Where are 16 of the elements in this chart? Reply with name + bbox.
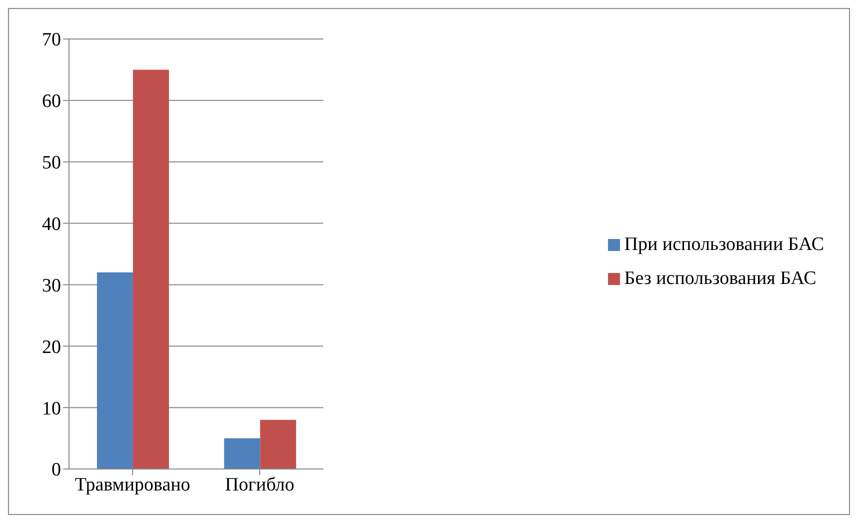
bar bbox=[260, 420, 296, 469]
x-tick-label: Погибло bbox=[225, 474, 294, 496]
y-tick-label: 50 bbox=[42, 152, 61, 174]
y-tick-label: 10 bbox=[42, 398, 61, 420]
y-tick-label: 60 bbox=[42, 91, 61, 112]
y-tick-label: 0 bbox=[52, 460, 61, 481]
y-tick-label: 20 bbox=[42, 336, 61, 358]
bar bbox=[132, 70, 169, 469]
legend-label: Без использования БАС bbox=[624, 268, 816, 288]
legend-label: При использовании БАС bbox=[624, 234, 824, 254]
y-tick-label: 30 bbox=[42, 275, 61, 296]
bar bbox=[96, 272, 133, 469]
y-tick-label: 40 bbox=[42, 214, 61, 236]
bar bbox=[224, 438, 260, 469]
y-tick-label: 70 bbox=[42, 30, 61, 51]
x-tick-label: Травмировано bbox=[74, 474, 190, 496]
